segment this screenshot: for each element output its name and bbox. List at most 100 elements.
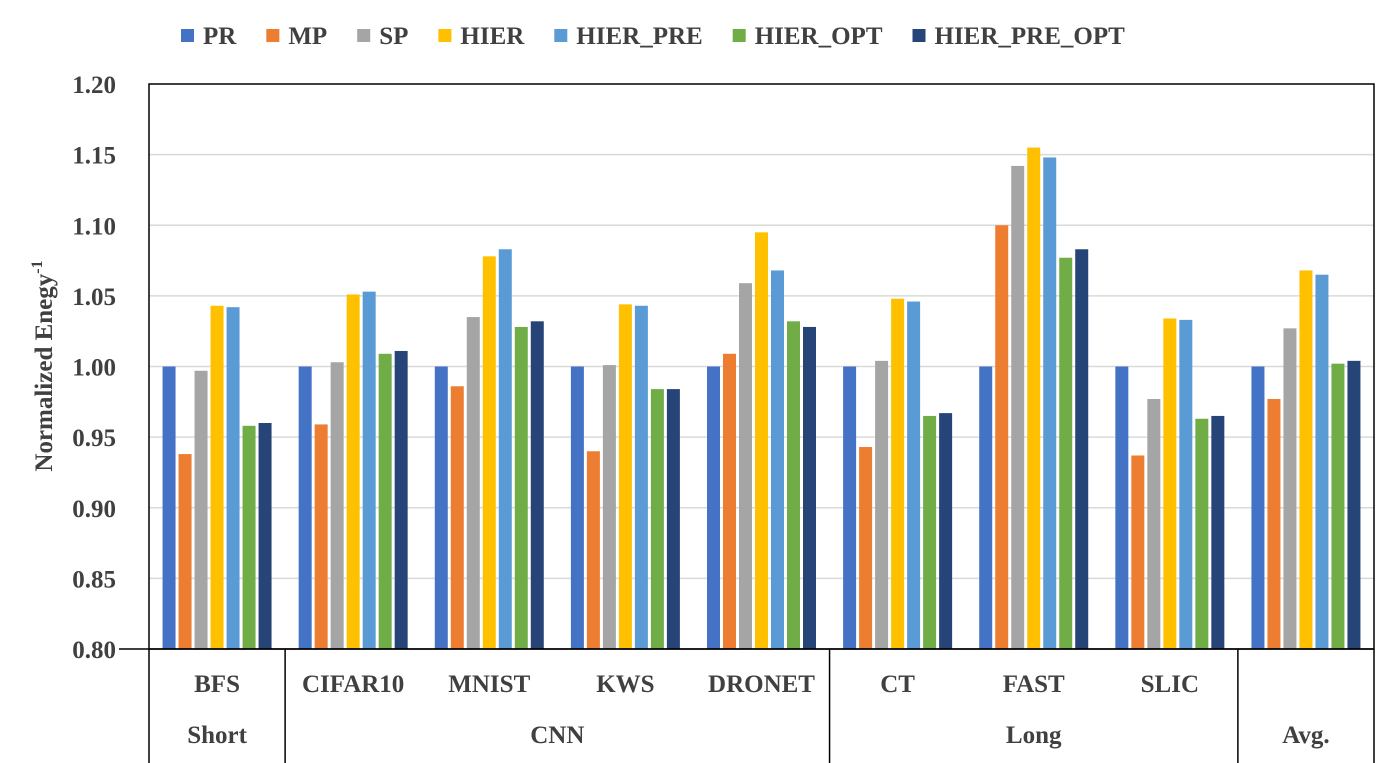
bar-hier-pre <box>498 249 512 649</box>
category-label: SLIC <box>1141 671 1199 698</box>
legend-label: HIER_PRE <box>576 23 702 50</box>
bar-hier-pre-opt <box>1075 249 1089 649</box>
bar-hier-opt <box>1195 418 1209 649</box>
legend-swatch <box>266 29 280 42</box>
legend-label: HIER <box>460 23 525 50</box>
legend-item: SP <box>357 23 408 50</box>
bar-hier-pre <box>634 305 648 649</box>
bar-hier-pre <box>1315 274 1329 649</box>
bar-sp <box>1011 165 1025 650</box>
bar-hier <box>1027 147 1041 649</box>
group-label: Short <box>187 722 247 749</box>
y-tick-label: 0.80 <box>72 637 116 664</box>
legend-label: PR <box>203 23 237 50</box>
bar-hier-pre <box>226 307 240 649</box>
bar-mp <box>723 353 736 649</box>
bar-mp <box>995 225 1009 649</box>
bar-hier-opt <box>378 353 392 649</box>
bar-hier <box>482 256 496 649</box>
legend-swatch <box>732 29 746 42</box>
bar-mp <box>450 386 464 649</box>
y-tick-label: 1.15 <box>72 143 116 170</box>
bar-sp <box>875 360 889 649</box>
category-label: MNIST <box>448 671 530 698</box>
bar-hier-pre-opt <box>1347 360 1361 649</box>
bar-mp <box>859 447 873 649</box>
bar-hier-opt <box>514 326 528 649</box>
group-label: CNN <box>530 722 584 749</box>
y-tick-label: 0.95 <box>72 425 116 452</box>
bar-hier-pre-opt <box>803 326 816 649</box>
bar-hier-pre <box>1179 319 1193 649</box>
bar-hier-opt <box>787 321 800 649</box>
bar-hier-pre-opt <box>530 321 544 649</box>
y-axis-ticks: 0.80 0.85 0.90 0.95 1.00 1.05 1.10 1.15 1.20 <box>72 72 116 664</box>
bar-pr <box>979 366 993 649</box>
y-tick-label: 1.00 <box>72 355 116 382</box>
bar-mp <box>586 451 600 649</box>
y-axis-label: Normalized Enegy-1 <box>29 260 58 471</box>
category-label: FAST <box>1003 671 1065 698</box>
bar-hier <box>346 294 360 649</box>
group-label: Avg. <box>1282 722 1329 749</box>
bar-hier-opt <box>1059 257 1073 649</box>
bar-pr <box>162 366 176 649</box>
x-axis: BFS CIFAR10 MNIST KWS DRONET CT FAST SLIC Short C… <box>119 648 1375 763</box>
bar-hier <box>1299 270 1313 649</box>
bar-hier <box>755 232 768 649</box>
bar-pr <box>707 366 720 649</box>
legend-swatch <box>912 29 926 42</box>
legend-item: HIER_OPT <box>732 23 883 50</box>
legend-label: SP <box>379 23 408 50</box>
bar-hier <box>891 298 905 649</box>
bar-hier-pre-opt <box>939 413 953 649</box>
bar-sp <box>1147 398 1161 649</box>
legend-item: HIER_PRE_OPT <box>912 23 1126 50</box>
bar-pr <box>298 366 312 649</box>
bar-mp <box>314 424 328 649</box>
legend-item: MP <box>266 23 327 50</box>
bar-hier-opt <box>650 389 664 649</box>
bar-sp <box>466 317 480 649</box>
legend-swatch <box>181 29 194 42</box>
legend-swatch <box>438 29 452 42</box>
legend-swatch <box>357 29 371 42</box>
bar-sp <box>1283 328 1297 649</box>
bar-hier-pre-opt <box>1211 415 1225 649</box>
bar-hier-pre <box>907 301 921 649</box>
legend-label: HIER_PRE_OPT <box>935 23 1126 50</box>
bar-pr <box>1251 366 1265 649</box>
bar-hier <box>1163 318 1177 649</box>
legend-item: HIER_PRE <box>554 23 703 50</box>
bars <box>162 147 1361 650</box>
group-label: Long <box>1006 722 1062 749</box>
bar-sp <box>194 370 208 649</box>
legend-item: PR <box>181 23 237 50</box>
y-tick-label: 1.20 <box>72 72 116 99</box>
legend-label: HIER_OPT <box>755 23 883 50</box>
bar-mp <box>1267 398 1281 649</box>
y-tick-label: 0.90 <box>72 496 116 523</box>
bar-hier-opt <box>1331 363 1345 649</box>
legend: PR MP SP HIER HIER_PRE HIER_OPT HIER_PRE_OPT <box>181 23 1125 50</box>
bar-sp <box>602 365 616 649</box>
bar-mp <box>178 454 192 649</box>
y-tick-label: 0.85 <box>72 566 116 593</box>
bar-hier <box>210 305 224 649</box>
bar-hier-opt <box>242 425 256 649</box>
legend-label: MP <box>288 23 327 50</box>
y-tick-label: 1.05 <box>72 284 116 311</box>
bar-sp <box>330 362 344 649</box>
bar-hier-pre <box>771 270 784 649</box>
legend-item: HIER <box>438 23 525 50</box>
bar-pr <box>434 366 448 649</box>
category-label: DRONET <box>708 671 815 698</box>
bar-sp <box>739 283 752 649</box>
category-label: BFS <box>194 671 240 698</box>
y-tick-label: 1.10 <box>72 213 116 240</box>
category-label: KWS <box>596 671 654 698</box>
bar-pr <box>570 366 584 649</box>
bar-hier-pre <box>1043 157 1057 649</box>
bar-hier <box>618 304 632 649</box>
